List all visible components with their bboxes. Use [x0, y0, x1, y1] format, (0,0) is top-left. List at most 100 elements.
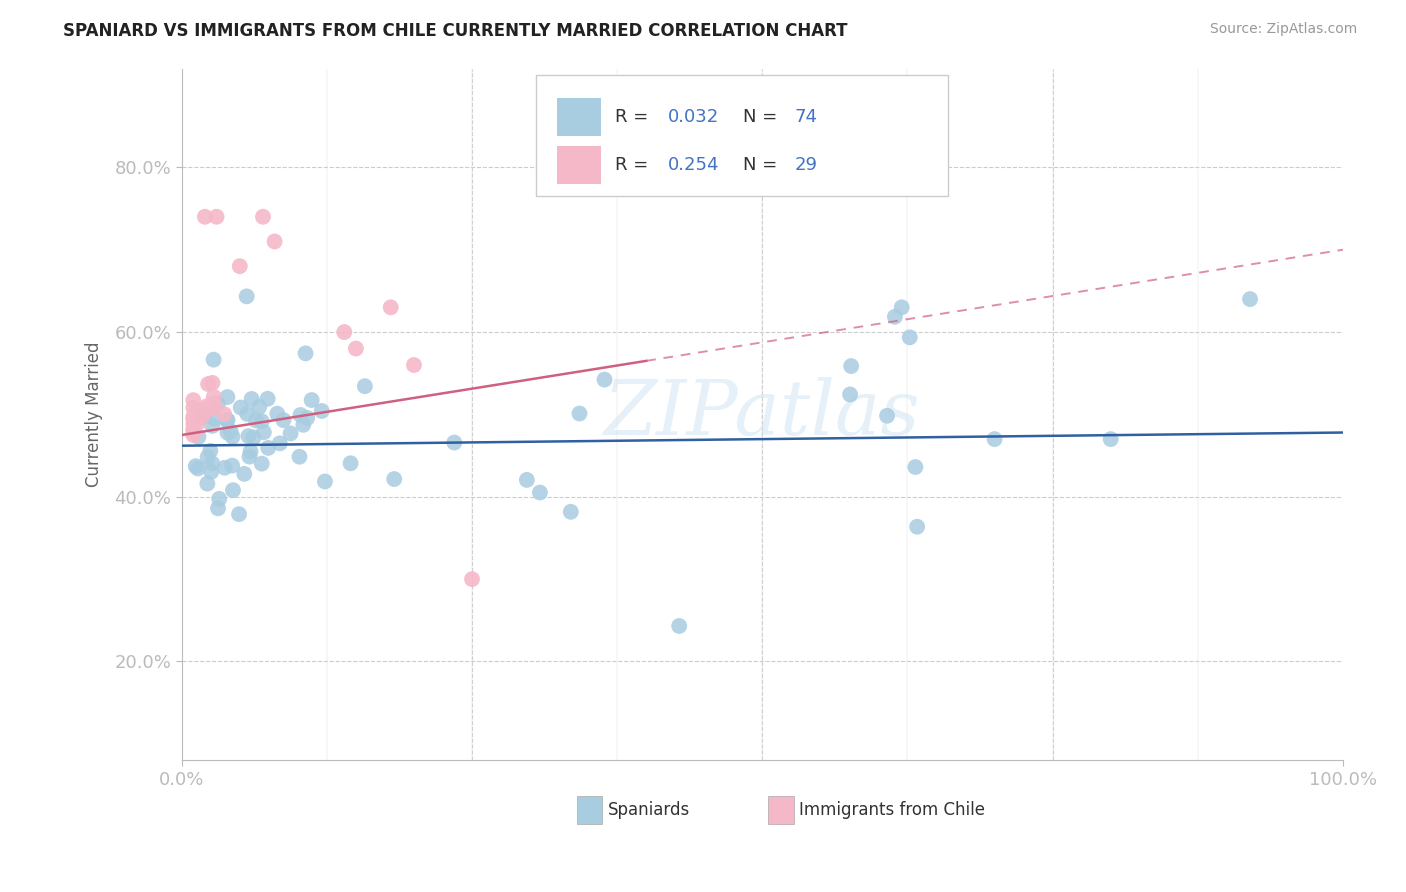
Text: N =: N =	[742, 156, 783, 174]
Point	[207, 501, 229, 516]
Point	[560, 505, 582, 519]
Point	[983, 432, 1005, 446]
Point	[593, 373, 616, 387]
Point	[529, 485, 551, 500]
Point	[215, 413, 238, 427]
Point	[250, 457, 273, 471]
Point	[288, 450, 311, 464]
FancyBboxPatch shape	[536, 76, 948, 196]
Point	[235, 289, 257, 303]
Point	[294, 346, 316, 360]
Point	[202, 411, 225, 425]
Point	[197, 377, 219, 392]
Point	[195, 402, 218, 417]
Point	[252, 210, 274, 224]
Point	[344, 342, 367, 356]
Point	[219, 424, 242, 438]
Point	[183, 413, 205, 427]
Point	[668, 619, 690, 633]
Text: Source: ZipAtlas.com: Source: ZipAtlas.com	[1209, 22, 1357, 37]
Point	[181, 428, 204, 442]
Point	[280, 426, 302, 441]
Point	[181, 425, 204, 439]
Point	[333, 325, 356, 339]
Point	[516, 473, 538, 487]
Point	[904, 460, 927, 475]
Point	[221, 430, 243, 444]
Point	[839, 387, 862, 401]
Point	[240, 392, 263, 406]
Text: SPANIARD VS IMMIGRANTS FROM CHILE CURRENTLY MARRIED CORRELATION CHART: SPANIARD VS IMMIGRANTS FROM CHILE CURREN…	[63, 22, 848, 40]
Point	[188, 410, 211, 425]
Text: N =: N =	[742, 108, 783, 126]
Point	[883, 310, 905, 324]
Point	[890, 301, 912, 315]
Point	[221, 458, 243, 473]
Point	[202, 352, 225, 367]
Point	[208, 491, 231, 506]
Point	[263, 235, 285, 249]
Point	[314, 475, 336, 489]
Point	[242, 430, 264, 444]
Point	[201, 418, 224, 433]
Point	[187, 461, 209, 475]
Point	[839, 359, 862, 373]
Text: 0.254: 0.254	[668, 156, 720, 174]
Point	[181, 422, 204, 436]
Point	[200, 465, 222, 479]
Point	[197, 450, 219, 464]
Point	[257, 441, 280, 455]
Point	[273, 413, 295, 427]
Text: 0.032: 0.032	[668, 108, 720, 126]
Point	[212, 407, 235, 421]
Point	[1099, 432, 1122, 446]
Text: 74: 74	[794, 108, 818, 126]
Point	[191, 408, 214, 422]
Point	[214, 460, 236, 475]
Point	[195, 476, 218, 491]
Point	[461, 572, 484, 586]
Point	[898, 330, 921, 344]
Point	[238, 429, 260, 443]
Text: R =: R =	[614, 156, 654, 174]
Text: Immigrants from Chile: Immigrants from Chile	[800, 801, 986, 819]
Point	[228, 507, 250, 521]
Point	[380, 301, 402, 315]
Point	[202, 397, 225, 411]
Point	[205, 210, 228, 224]
Point	[905, 519, 928, 533]
Y-axis label: Currently Married: Currently Married	[86, 342, 103, 487]
Point	[354, 379, 377, 393]
Point	[181, 401, 204, 415]
Point	[207, 397, 229, 411]
Text: 29: 29	[794, 156, 818, 174]
Text: Spaniards: Spaniards	[607, 801, 690, 819]
Point	[253, 425, 276, 440]
Point	[245, 413, 267, 427]
FancyBboxPatch shape	[768, 797, 793, 824]
Point	[217, 413, 239, 427]
Point	[201, 456, 224, 470]
Point	[382, 472, 405, 486]
Point	[222, 483, 245, 498]
Point	[181, 393, 204, 408]
Point	[217, 425, 239, 440]
Point	[181, 409, 204, 424]
Point	[187, 416, 209, 430]
Point	[247, 400, 270, 414]
Point	[290, 408, 312, 422]
Point	[269, 436, 291, 450]
Point	[181, 417, 204, 432]
Point	[250, 414, 273, 428]
Point	[201, 376, 224, 390]
Point	[194, 210, 217, 224]
Point	[217, 390, 239, 404]
Point	[181, 412, 204, 426]
Point	[195, 399, 218, 413]
Point	[301, 392, 323, 407]
Point	[239, 444, 262, 458]
Point	[191, 408, 214, 422]
Point	[229, 401, 252, 415]
Point	[193, 409, 215, 423]
FancyBboxPatch shape	[557, 146, 600, 185]
